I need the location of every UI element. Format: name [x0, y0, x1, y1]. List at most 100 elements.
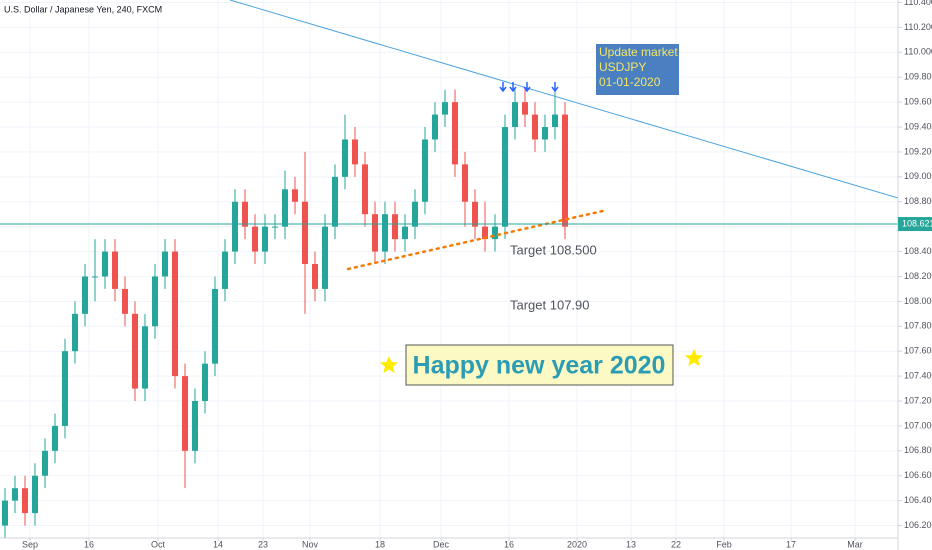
candle-body — [192, 401, 198, 451]
y-tick-label: 108.000 — [904, 296, 932, 306]
y-tick-label: 107.400 — [904, 370, 932, 380]
y-tick-label: 109.200 — [904, 146, 932, 156]
update-box — [596, 44, 679, 95]
update-line: Update market — [599, 45, 678, 59]
candle-body — [412, 201, 418, 227]
arrows — [499, 82, 559, 93]
candle-body — [52, 425, 58, 451]
y-tick-label: 107.800 — [904, 321, 932, 331]
y-tick-label: 106.400 — [904, 495, 932, 505]
candle-body — [542, 127, 548, 140]
candle-body — [402, 226, 408, 240]
candle-body — [282, 189, 288, 227]
y-tick-label: 110.200 — [904, 22, 932, 32]
candle-body — [492, 226, 498, 240]
candle-body — [12, 488, 18, 501]
x-tick-label: Mar — [847, 539, 863, 549]
candle-body — [262, 226, 268, 252]
y-tick-label: 108.200 — [904, 271, 932, 281]
grid — [0, 0, 898, 538]
candle-body — [182, 376, 188, 451]
x-tick-label: Oct — [151, 539, 166, 549]
y-tick-label: 106.200 — [904, 520, 932, 530]
candle-body — [482, 226, 488, 240]
candle-body — [392, 214, 398, 240]
candle-body — [562, 114, 568, 227]
candle-body — [452, 102, 458, 165]
candle-body — [72, 313, 78, 352]
star — [380, 356, 398, 373]
candle-body — [372, 214, 378, 252]
candle-body — [332, 176, 338, 227]
x-tick-label: 16 — [84, 539, 94, 549]
candle-body — [172, 251, 178, 377]
target-label: Target 107.90 — [510, 297, 590, 312]
candle-body — [442, 102, 448, 115]
candle-body — [202, 363, 208, 402]
y-tick-label: 107.000 — [904, 420, 932, 430]
candle-body — [532, 114, 538, 140]
y-tick-label: 107.200 — [904, 395, 932, 405]
y-tick-label: 109.800 — [904, 72, 932, 82]
x-tick-label: Sep — [22, 539, 38, 549]
x-tick-label: 2020 — [567, 539, 587, 549]
candle-body — [472, 201, 478, 227]
target-label: Target 108.500 — [510, 242, 597, 257]
x-tick-label: 18 — [375, 539, 385, 549]
candle-body — [222, 251, 228, 289]
candle-body — [62, 351, 68, 426]
y-tick-label: 107.600 — [904, 346, 932, 356]
update-line: USDJPY — [599, 60, 646, 74]
candle-body — [122, 288, 128, 314]
candle-body — [292, 189, 298, 202]
y-tick-label: 108.400 — [904, 246, 932, 256]
candle-body — [102, 251, 108, 277]
candle-body — [342, 139, 348, 177]
greeting-box — [405, 344, 674, 386]
candle-body — [32, 475, 38, 514]
x-tick-label: 22 — [671, 539, 681, 549]
last-price-label: 108.621 — [902, 218, 932, 228]
candle-body — [142, 326, 148, 389]
candle-body — [42, 450, 48, 476]
x-tick-label: Nov — [302, 539, 319, 549]
candle-body — [132, 313, 138, 389]
x-tick-label: Dec — [433, 539, 450, 549]
candle-body — [382, 214, 388, 252]
candle-body — [242, 201, 248, 227]
trend-line — [229, 0, 899, 199]
y-tick-label: 109.600 — [904, 96, 932, 106]
x-tick-label: 23 — [258, 539, 268, 549]
candle-body — [232, 201, 238, 252]
candle-body — [2, 500, 8, 526]
y-tick-label: 108.800 — [904, 196, 932, 206]
last-price-tag — [898, 217, 932, 232]
candle-body — [352, 139, 358, 165]
y-tick-label: 106.600 — [904, 470, 932, 480]
y-tick-label: 110.000 — [904, 47, 932, 57]
candle-body — [162, 251, 168, 277]
candle-body — [502, 127, 508, 227]
y-tick-label: 110.400 — [904, 0, 932, 7]
x-tick-label: 14 — [213, 539, 223, 549]
candle-body — [322, 226, 328, 289]
candle-body — [92, 276, 98, 278]
x-tick-label: 13 — [626, 539, 636, 549]
y-tick-label: 109.400 — [904, 121, 932, 131]
candle-body — [312, 264, 318, 289]
candle-body — [302, 201, 308, 265]
candle-body — [112, 251, 118, 289]
star — [685, 349, 703, 366]
candle-body — [362, 164, 368, 215]
update-line: 01-01-2020 — [599, 75, 661, 89]
chart-title: U.S. Dollar / Japanese Yen, 240, FXCM — [4, 4, 162, 14]
candle-body — [252, 226, 258, 252]
candle-body — [212, 288, 218, 364]
trend-line — [346, 209, 607, 271]
candle-body — [22, 488, 28, 514]
candle-body — [432, 114, 438, 140]
candle-body — [512, 102, 518, 128]
y-tick-label: 109.000 — [904, 171, 932, 181]
